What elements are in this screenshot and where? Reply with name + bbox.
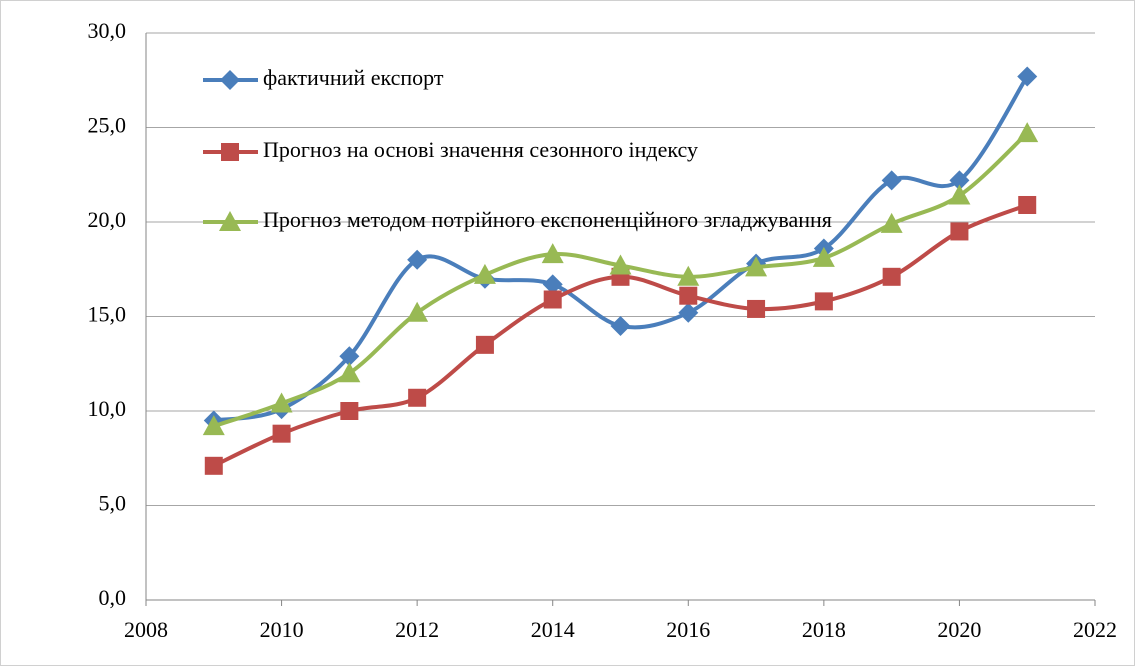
marker <box>949 170 970 191</box>
marker <box>272 424 291 443</box>
marker <box>814 292 833 311</box>
y-tick-label: 30,0 <box>88 18 127 43</box>
legend-label: Прогноз на основі значення сезонного інд… <box>263 137 698 162</box>
marker <box>204 456 223 475</box>
marker <box>677 265 700 286</box>
y-tick-label: 25,0 <box>88 113 127 138</box>
marker <box>543 290 562 309</box>
marker <box>542 274 563 295</box>
marker <box>408 388 427 407</box>
legend-marker <box>220 70 240 90</box>
marker <box>679 286 698 305</box>
y-tick-label: 0,0 <box>99 585 127 610</box>
marker <box>747 299 766 318</box>
legend-label: Прогноз методом потрійного експоненційно… <box>263 207 832 232</box>
x-tick-label: 2008 <box>124 617 168 642</box>
marker <box>338 362 361 383</box>
marker <box>882 267 901 286</box>
marker <box>270 392 293 413</box>
marker <box>609 254 632 275</box>
marker <box>340 402 359 420</box>
x-tick-label: 2012 <box>395 617 439 642</box>
legend-marker <box>219 211 241 231</box>
marker <box>1016 122 1039 143</box>
x-tick-label: 2016 <box>666 617 710 642</box>
legend-label: фактичний експорт <box>263 65 444 90</box>
marker <box>880 212 903 233</box>
marker <box>541 243 564 264</box>
x-tick-label: 2010 <box>260 617 304 642</box>
x-tick-label: 2014 <box>531 617 575 642</box>
marker <box>1018 195 1037 214</box>
x-tick-label: 2018 <box>802 617 846 642</box>
marker <box>881 170 902 191</box>
marker <box>610 315 631 336</box>
y-tick-label: 10,0 <box>88 396 127 421</box>
x-tick-label: 2022 <box>1073 617 1117 642</box>
y-tick-label: 20,0 <box>88 207 127 232</box>
marker <box>678 302 699 323</box>
marker <box>473 263 496 284</box>
marker <box>745 256 768 277</box>
x-tick-label: 2020 <box>937 617 981 642</box>
marker <box>339 346 360 367</box>
marker <box>407 249 428 270</box>
marker <box>406 301 429 322</box>
marker <box>202 415 225 436</box>
marker <box>1017 66 1038 87</box>
legend-marker <box>221 143 239 161</box>
y-tick-label: 15,0 <box>88 302 127 327</box>
marker <box>950 222 969 241</box>
marker <box>475 335 494 354</box>
marker <box>812 246 835 267</box>
y-tick-label: 5,0 <box>99 491 127 516</box>
marker <box>948 184 971 205</box>
